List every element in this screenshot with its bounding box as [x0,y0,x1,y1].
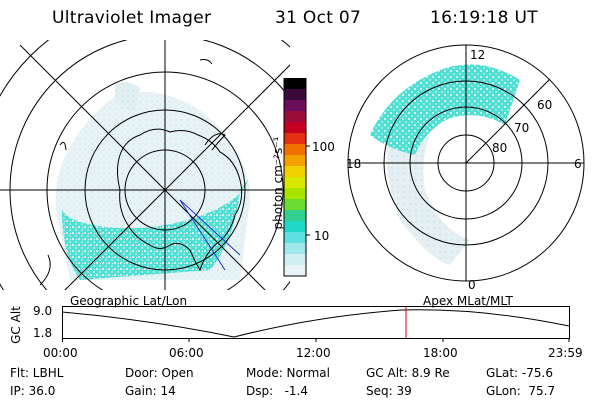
header-time: 16:19:18 UT [430,8,538,28]
coastline [117,128,243,272]
sun-direction-line [179,199,226,271]
timeline-axis-label: GC Alt [9,306,23,344]
colorbar-swatch [284,166,306,178]
colorbar-swatch [284,243,306,255]
mlt-label-top: 12 [470,48,486,62]
altitude-curve [62,309,570,338]
colorbar-swatch [284,221,306,233]
right-panel-label: Apex MLat/MLT [423,294,513,308]
colorbar-swatch [284,199,306,211]
mlt-label-left: 18 [346,157,362,171]
mlat-label-70: 70 [514,121,530,135]
info-door: Door: Open [125,366,194,380]
info-dsp: Dsp: -1.4 [246,384,309,398]
info-glon: GLon: 75.7 [486,384,556,398]
geographic-map [0,40,290,290]
colorbar-unit-label: photon cm⁻²s⁻¹ [271,136,285,230]
timeline-ytick-max: 9.0 [33,304,53,318]
info-mode: Mode: Normal [246,366,330,380]
timeline-xtick-1: 06:00 [169,346,204,360]
colorbar-swatch [284,254,306,266]
colorbar-swatch [284,100,306,112]
timeline-xtick-2: 12:00 [296,346,331,360]
colorbar-swatch [284,122,306,134]
colorbar-swatch [284,133,306,145]
colorbar-tick-100: 100 [312,140,335,154]
colorbar-swatch [284,210,306,222]
altitude-timeline [62,306,570,342]
info-glat: GLat: -75.6 [486,366,553,380]
mlat-label-80: 80 [492,141,508,155]
colorbar-swatch [284,78,306,90]
left-panel-label: Geographic Lat/Lon [70,294,188,308]
timeline-xtick-4: 23:59 [548,346,583,360]
colorbar-swatch [284,155,306,167]
colorbar [283,78,310,277]
mlt-label-bottom: 0 [468,278,476,292]
colorbar-tick-10: 10 [314,229,330,243]
info-gc-alt: GC Alt: 8.9 Re [366,366,450,380]
colorbar-swatch [284,232,306,244]
app-title: Ultraviolet Imager [52,8,212,28]
auroral-oval [370,64,520,155]
info-flt: Flt: LBHL [10,366,64,380]
magnetic-map [347,44,585,282]
info-seq: Seq: 39 [366,384,412,398]
mlt-label-right: 6 [574,157,582,171]
timeline-xtick-3: 18:00 [423,346,458,360]
mlat-label-60: 60 [537,98,553,112]
colorbar-swatch [284,177,306,189]
info-gain: Gain: 14 [125,384,176,398]
colorbar-swatch [284,89,306,101]
header-date: 31 Oct 07 [275,8,362,28]
colorbar-swatch [284,265,306,277]
timeline-xtick-0: 00:00 [43,346,78,360]
aurora-band [62,180,248,280]
timeline-ytick-min: 1.8 [33,326,53,340]
colorbar-swatch [284,188,306,200]
colorbar-swatch [284,144,306,156]
colorbar-swatch [284,111,306,123]
info-ip: IP: 36.0 [10,384,56,398]
